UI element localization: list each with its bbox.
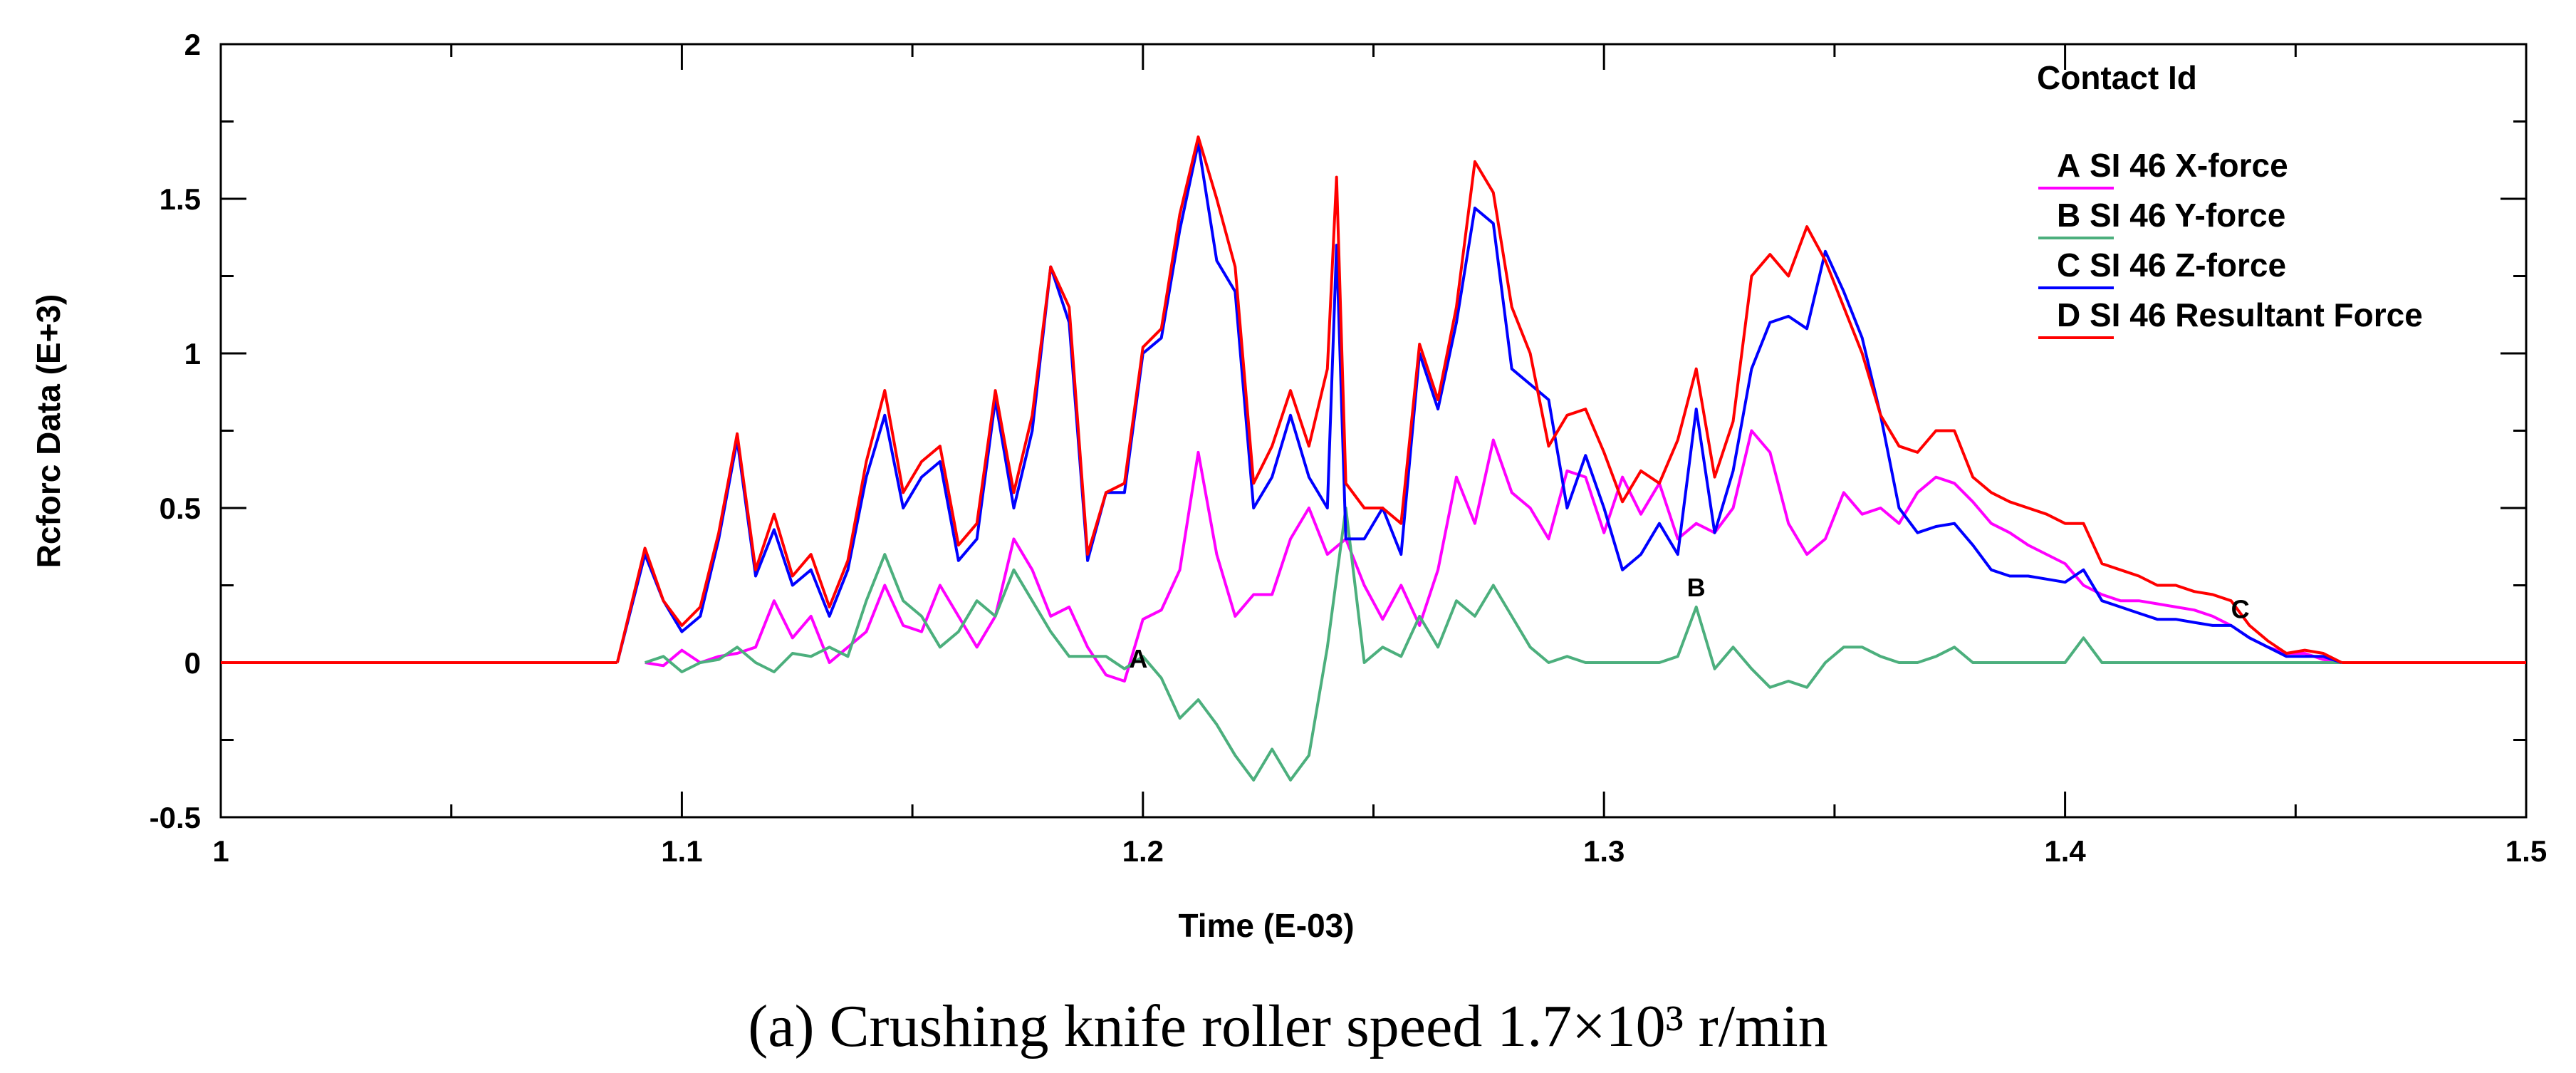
series-line-si-46-y-force [644, 507, 2342, 782]
x-tick-label: 1.5 [2505, 834, 2547, 868]
y-tick-label: 1 [184, 337, 201, 370]
x-tick-label: 1.3 [1583, 834, 1625, 868]
curve-marker-a: A [1129, 644, 1147, 673]
y-tick-label: 0 [184, 646, 201, 680]
x-tick-label: 1 [212, 834, 229, 868]
series-line-si-46-x-force [645, 429, 2342, 683]
y-tick-label: -0.5 [150, 801, 201, 834]
x-tick-label: 1.2 [1122, 834, 1164, 868]
legend-title: Contact Id [2037, 59, 2197, 96]
series-line-si-46-resultant-force [615, 135, 2342, 664]
y-axis-label: Rcforc Data (E+3) [30, 294, 67, 569]
y-tick-label: 0.5 [160, 492, 201, 525]
legend-entry: D SI 46 Resultant Force [2038, 296, 2423, 339]
legend-label: SI 46 Z-force [2090, 247, 2286, 284]
y-tick-labels: -0.5 0 0.5 1 1.5 2 [150, 28, 201, 834]
legend-letter: D [2057, 296, 2080, 333]
x-axis-label: Time (E-03) [1178, 907, 1354, 944]
marker-layer: A B C [1129, 573, 2249, 673]
plot-area [219, 43, 2528, 819]
legend-entry: B SI 46 Y-force [2038, 197, 2285, 239]
curve-marker-b: B [1687, 573, 1706, 602]
legend-entries: A SI 46 X-force B SI 46 Y-force C SI 46 Z-for… [2038, 147, 2423, 339]
legend-label: SI 46 Y-force [2090, 197, 2285, 234]
legend-entry: A SI 46 X-force [2038, 147, 2288, 190]
x-tick-labels: 1 1.1 1.2 1.3 1.4 1.5 [212, 834, 2547, 868]
legend: Contact Id A SI 46 X-force B SI 46 Y-force C… [2037, 59, 2423, 339]
legend-letter: B [2057, 197, 2080, 234]
legend-letter: A [2057, 147, 2080, 184]
series-line-si-46-z-force [615, 141, 2342, 664]
figure-caption: (a) Crushing knife roller speed 1.7×10³ … [748, 993, 1828, 1059]
legend-entry: C SI 46 Z-force [2038, 247, 2286, 289]
legend-label: SI 46 Resultant Force [2090, 296, 2423, 333]
y-tick-label: 1.5 [160, 182, 201, 216]
y-tick-label: 2 [184, 28, 201, 61]
series-layer [615, 135, 2342, 782]
chart: ABC 1 1.1 1.2 1.3 1.4 1.5 -0.500.511.52 Time … [30, 28, 2547, 944]
x-tick-label: 1.1 [661, 834, 702, 868]
legend-letter: C [2057, 247, 2080, 284]
curve-marker-c: C [2231, 595, 2250, 624]
x-tick-label: 1.4 [2044, 834, 2086, 868]
minor-ticks [221, 44, 2526, 817]
legend-label: SI 46 X-force [2090, 147, 2288, 184]
